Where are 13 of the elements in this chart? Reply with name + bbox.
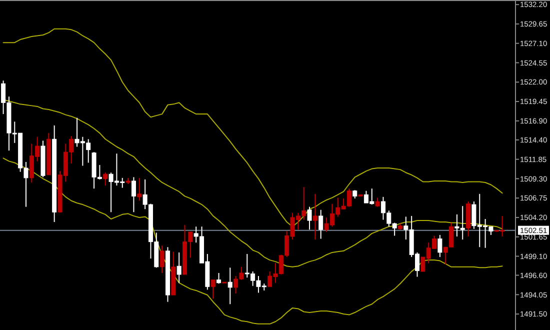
candlestick <box>216 272 222 284</box>
candlestick <box>307 206 312 230</box>
candlestick <box>312 193 318 240</box>
candlestick <box>160 245 164 274</box>
candlestick <box>228 267 232 305</box>
candlestick <box>176 252 182 284</box>
candlestick <box>210 279 216 300</box>
candlestick <box>137 177 142 202</box>
candlestick <box>131 176 136 213</box>
candlestick <box>103 172 108 186</box>
candlestick <box>375 197 380 208</box>
candlestick <box>318 209 324 240</box>
candlestick <box>438 234 442 258</box>
